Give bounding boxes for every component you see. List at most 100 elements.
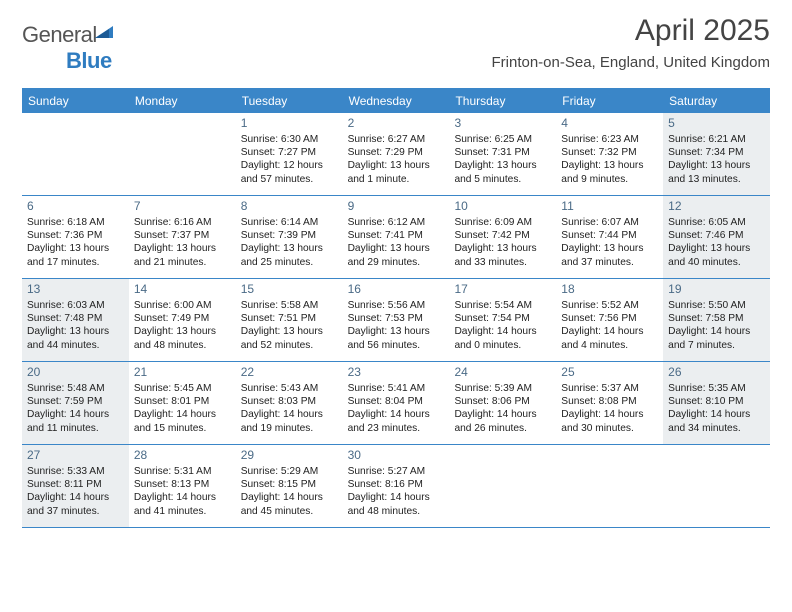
week-row: 6Sunrise: 6:18 AMSunset: 7:36 PMDaylight… bbox=[22, 196, 770, 279]
sunset-line: Sunset: 8:16 PM bbox=[348, 478, 445, 491]
sunset-line: Sunset: 7:29 PM bbox=[348, 146, 445, 159]
sunrise-line: Sunrise: 5:31 AM bbox=[134, 465, 231, 478]
sunrise-line: Sunrise: 5:56 AM bbox=[348, 299, 445, 312]
sunset-line: Sunset: 7:48 PM bbox=[27, 312, 124, 325]
day-number: 14 bbox=[134, 282, 231, 297]
day-cell: 14Sunrise: 6:00 AMSunset: 7:49 PMDayligh… bbox=[129, 279, 236, 361]
day-cell: 29Sunrise: 5:29 AMSunset: 8:15 PMDayligh… bbox=[236, 445, 343, 527]
dow-header: Thursday bbox=[449, 90, 556, 113]
day-number: 21 bbox=[134, 365, 231, 380]
day-cell: 28Sunrise: 5:31 AMSunset: 8:13 PMDayligh… bbox=[129, 445, 236, 527]
sunrise-line: Sunrise: 6:00 AM bbox=[134, 299, 231, 312]
day-number: 2 bbox=[348, 116, 445, 131]
sunrise-line: Sunrise: 6:27 AM bbox=[348, 133, 445, 146]
day-cell bbox=[129, 113, 236, 195]
daylight-line: Daylight: 13 hours and 21 minutes. bbox=[134, 242, 231, 268]
day-number: 30 bbox=[348, 448, 445, 463]
day-cell: 4Sunrise: 6:23 AMSunset: 7:32 PMDaylight… bbox=[556, 113, 663, 195]
sunset-line: Sunset: 7:36 PM bbox=[27, 229, 124, 242]
daylight-line: Daylight: 13 hours and 17 minutes. bbox=[27, 242, 124, 268]
dow-header: Friday bbox=[556, 90, 663, 113]
daylight-line: Daylight: 13 hours and 44 minutes. bbox=[27, 325, 124, 351]
sunset-line: Sunset: 8:08 PM bbox=[561, 395, 658, 408]
day-cell: 9Sunrise: 6:12 AMSunset: 7:41 PMDaylight… bbox=[343, 196, 450, 278]
week-row: 13Sunrise: 6:03 AMSunset: 7:48 PMDayligh… bbox=[22, 279, 770, 362]
dow-header: Saturday bbox=[663, 90, 770, 113]
sunrise-line: Sunrise: 5:50 AM bbox=[668, 299, 765, 312]
daylight-line: Daylight: 13 hours and 52 minutes. bbox=[241, 325, 338, 351]
sunrise-line: Sunrise: 5:54 AM bbox=[454, 299, 551, 312]
daylight-line: Daylight: 14 hours and 45 minutes. bbox=[241, 491, 338, 517]
day-cell: 16Sunrise: 5:56 AMSunset: 7:53 PMDayligh… bbox=[343, 279, 450, 361]
day-cell: 3Sunrise: 6:25 AMSunset: 7:31 PMDaylight… bbox=[449, 113, 556, 195]
sunset-line: Sunset: 7:27 PM bbox=[241, 146, 338, 159]
sunrise-line: Sunrise: 5:48 AM bbox=[27, 382, 124, 395]
sunrise-line: Sunrise: 6:05 AM bbox=[668, 216, 765, 229]
sunset-line: Sunset: 7:44 PM bbox=[561, 229, 658, 242]
daylight-line: Daylight: 13 hours and 1 minute. bbox=[348, 159, 445, 185]
daylight-line: Daylight: 14 hours and 48 minutes. bbox=[348, 491, 445, 517]
sunset-line: Sunset: 7:51 PM bbox=[241, 312, 338, 325]
sunset-line: Sunset: 7:46 PM bbox=[668, 229, 765, 242]
sunset-line: Sunset: 7:37 PM bbox=[134, 229, 231, 242]
header: General Blue April 2025 Frinton-on-Sea, … bbox=[22, 18, 770, 80]
sunrise-line: Sunrise: 5:58 AM bbox=[241, 299, 338, 312]
day-cell: 15Sunrise: 5:58 AMSunset: 7:51 PMDayligh… bbox=[236, 279, 343, 361]
sunset-line: Sunset: 7:32 PM bbox=[561, 146, 658, 159]
day-cell: 2 Sunrise: 6:27 AMSunset: 7:29 PMDaylight… bbox=[343, 113, 450, 195]
day-cell: 6 Sunrise: 6:18 AMSunset: 7:36 PMDaylight… bbox=[22, 196, 129, 278]
sunset-line: Sunset: 8:01 PM bbox=[134, 395, 231, 408]
day-cell bbox=[556, 445, 663, 527]
sunset-line: Sunset: 7:54 PM bbox=[454, 312, 551, 325]
sunrise-line: Sunrise: 6:25 AM bbox=[454, 133, 551, 146]
sunrise-line: Sunrise: 5:52 AM bbox=[561, 299, 658, 312]
day-number: 16 bbox=[348, 282, 445, 297]
day-cell: 11Sunrise: 6:07 AMSunset: 7:44 PMDayligh… bbox=[556, 196, 663, 278]
sunset-line: Sunset: 7:31 PM bbox=[454, 146, 551, 159]
daylight-line: Daylight: 14 hours and 26 minutes. bbox=[454, 408, 551, 434]
daylight-line: Daylight: 14 hours and 30 minutes. bbox=[561, 408, 658, 434]
day-number: 6 bbox=[27, 199, 124, 214]
day-number: 27 bbox=[27, 448, 124, 463]
sunrise-line: Sunrise: 6:30 AM bbox=[241, 133, 338, 146]
day-cell bbox=[22, 113, 129, 195]
daylight-line: Daylight: 13 hours and 29 minutes. bbox=[348, 242, 445, 268]
sunrise-line: Sunrise: 5:43 AM bbox=[241, 382, 338, 395]
day-cell: 20Sunrise: 5:48 AMSunset: 7:59 PMDayligh… bbox=[22, 362, 129, 444]
dow-header: Wednesday bbox=[343, 90, 450, 113]
sunset-line: Sunset: 7:53 PM bbox=[348, 312, 445, 325]
daylight-line: Daylight: 14 hours and 4 minutes. bbox=[561, 325, 658, 351]
day-number: 22 bbox=[241, 365, 338, 380]
daylight-line: Daylight: 13 hours and 25 minutes. bbox=[241, 242, 338, 268]
day-number: 25 bbox=[561, 365, 658, 380]
day-number: 13 bbox=[27, 282, 124, 297]
sunset-line: Sunset: 8:04 PM bbox=[348, 395, 445, 408]
day-number: 24 bbox=[454, 365, 551, 380]
daylight-line: Daylight: 13 hours and 13 minutes. bbox=[668, 159, 765, 185]
sunrise-line: Sunrise: 6:23 AM bbox=[561, 133, 658, 146]
sunrise-line: Sunrise: 6:21 AM bbox=[668, 133, 765, 146]
day-number: 3 bbox=[454, 116, 551, 131]
day-cell: 26Sunrise: 5:35 AMSunset: 8:10 PMDayligh… bbox=[663, 362, 770, 444]
day-cell: 27Sunrise: 5:33 AMSunset: 8:11 PMDayligh… bbox=[22, 445, 129, 527]
day-cell: 5 Sunrise: 6:21 AMSunset: 7:34 PMDaylight… bbox=[663, 113, 770, 195]
day-cell: 24Sunrise: 5:39 AMSunset: 8:06 PMDayligh… bbox=[449, 362, 556, 444]
day-cell: 19Sunrise: 5:50 AMSunset: 7:58 PMDayligh… bbox=[663, 279, 770, 361]
sunrise-line: Sunrise: 5:35 AM bbox=[668, 382, 765, 395]
logo-word1: General bbox=[22, 22, 97, 47]
day-number: 29 bbox=[241, 448, 338, 463]
calendar: SundayMondayTuesdayWednesdayThursdayFrid… bbox=[22, 88, 770, 528]
day-cell bbox=[663, 445, 770, 527]
sunrise-line: Sunrise: 6:03 AM bbox=[27, 299, 124, 312]
sunset-line: Sunset: 8:13 PM bbox=[134, 478, 231, 491]
sunrise-line: Sunrise: 6:18 AM bbox=[27, 216, 124, 229]
day-number: 5 bbox=[668, 116, 765, 131]
dow-header-row: SundayMondayTuesdayWednesdayThursdayFrid… bbox=[22, 90, 770, 113]
daylight-line: Daylight: 14 hours and 19 minutes. bbox=[241, 408, 338, 434]
day-cell: 22Sunrise: 5:43 AMSunset: 8:03 PMDayligh… bbox=[236, 362, 343, 444]
day-cell: 30Sunrise: 5:27 AMSunset: 8:16 PMDayligh… bbox=[343, 445, 450, 527]
sunrise-line: Sunrise: 6:09 AM bbox=[454, 216, 551, 229]
day-number: 4 bbox=[561, 116, 658, 131]
dow-header: Sunday bbox=[22, 90, 129, 113]
sunset-line: Sunset: 7:34 PM bbox=[668, 146, 765, 159]
